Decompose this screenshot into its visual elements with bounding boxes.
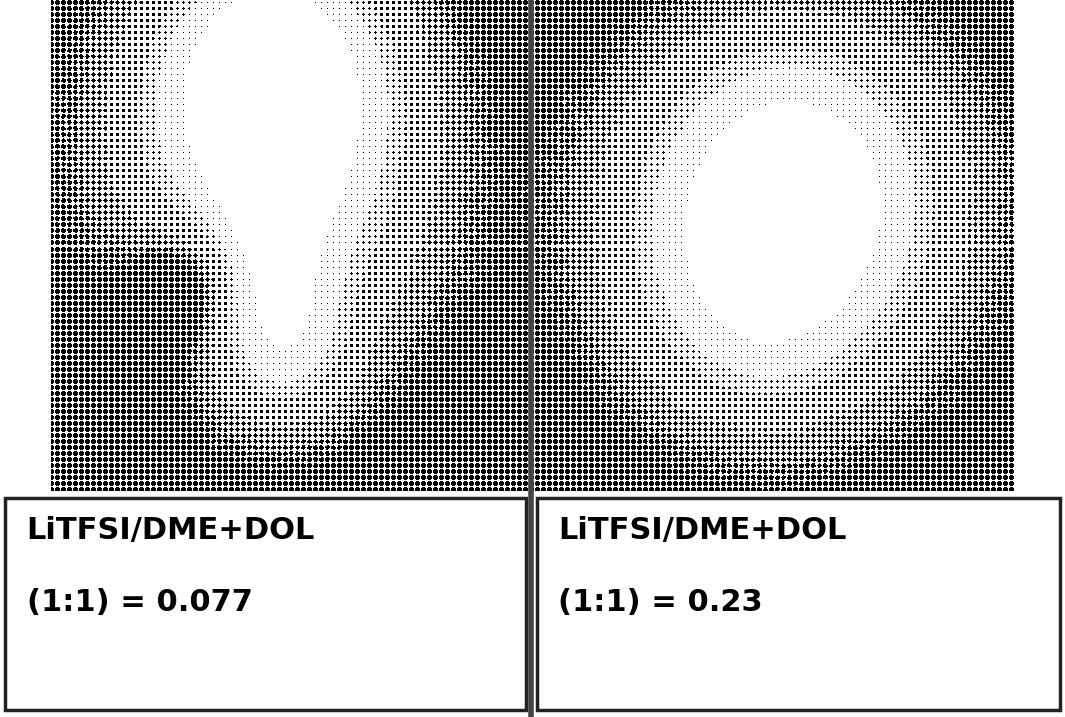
Text: (1:1) = 0.23: (1:1) = 0.23 <box>558 588 763 617</box>
Text: (1:1) = 0.077: (1:1) = 0.077 <box>27 588 252 617</box>
Bar <box>5 498 526 710</box>
Bar <box>537 498 1060 710</box>
Text: LiTFSI/DME+DOL: LiTFSI/DME+DOL <box>558 516 847 545</box>
Text: LiTFSI/DME+DOL: LiTFSI/DME+DOL <box>27 516 315 545</box>
